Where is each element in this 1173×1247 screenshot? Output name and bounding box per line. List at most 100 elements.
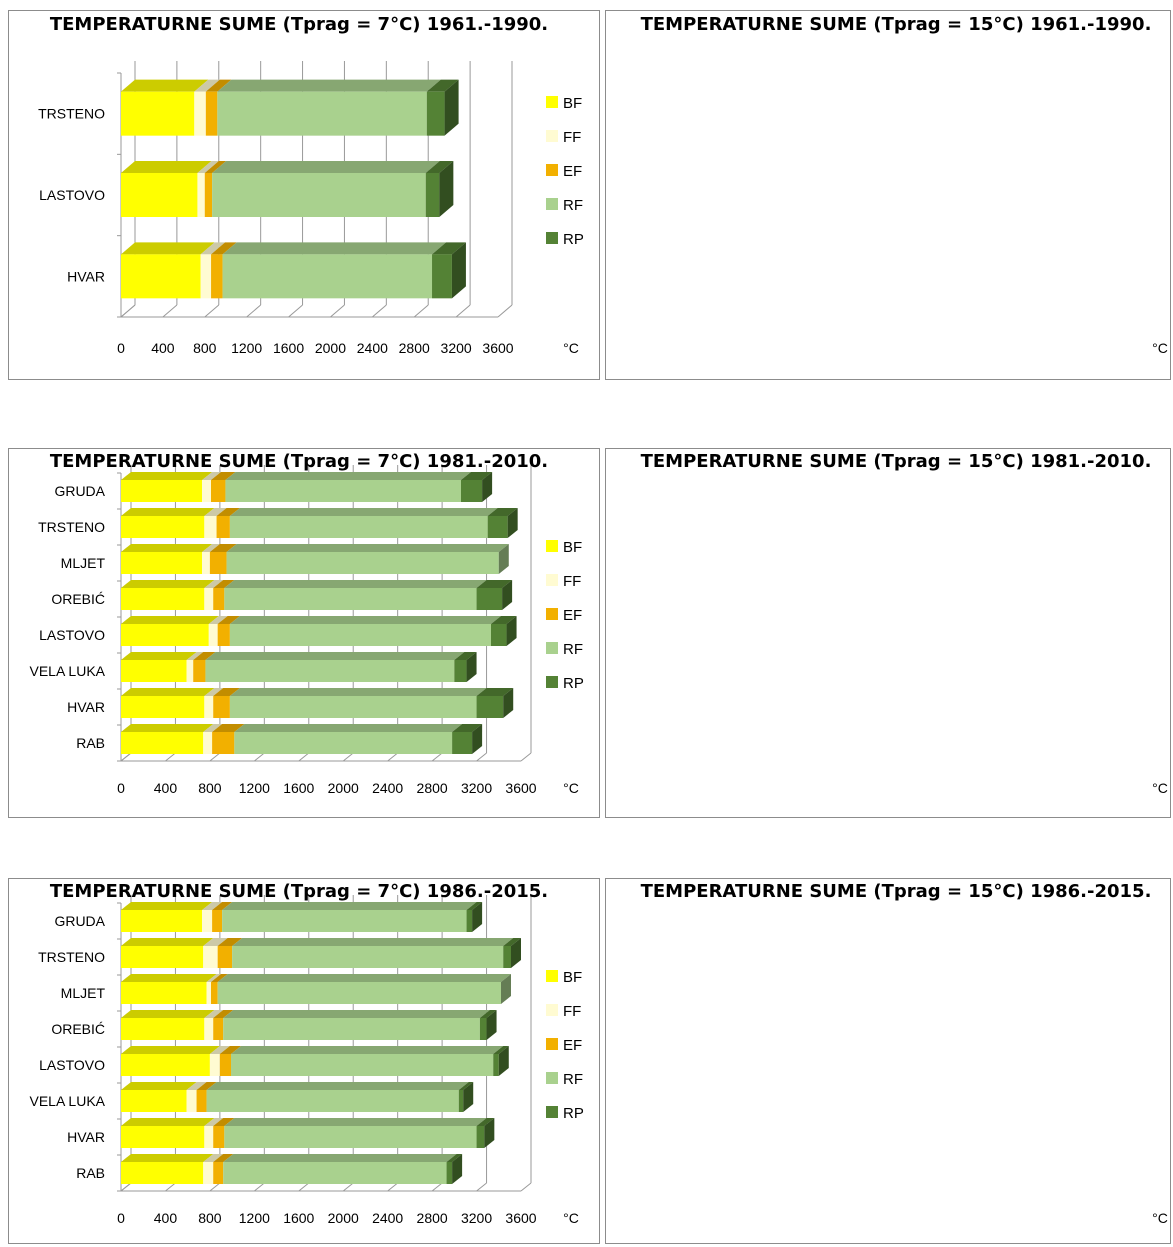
category-label: RAB — [76, 1165, 105, 1181]
bar-face — [217, 982, 501, 1004]
x-tick-label: 3200 — [441, 340, 472, 356]
bar-face — [491, 624, 507, 646]
bar-face — [203, 946, 218, 968]
bar-face — [229, 624, 491, 646]
bar-top — [204, 688, 224, 696]
bar-top — [224, 580, 487, 588]
bar-top — [208, 616, 228, 624]
floor-gridline — [120, 304, 136, 318]
legend-swatch-ff — [546, 1004, 558, 1016]
bar-side — [472, 902, 483, 932]
bar-top — [121, 1118, 215, 1126]
bar-face — [226, 552, 499, 574]
bar-top — [121, 79, 209, 92]
bar-top — [121, 242, 215, 255]
bar-side — [472, 724, 483, 754]
bar-face — [219, 1054, 231, 1076]
bar-trsteno-bf — [121, 938, 214, 968]
bar-lastovo-bf — [121, 616, 219, 646]
bar-face — [121, 946, 204, 968]
bar-mljet-rf — [226, 544, 509, 574]
bar-gruda-rf — [222, 902, 477, 932]
x-tick-label: 0 — [117, 340, 125, 356]
bar-face — [209, 552, 227, 574]
bar-hvar-rf — [229, 688, 487, 718]
bar-face — [121, 1018, 205, 1040]
bar-orebi-rf — [224, 580, 487, 610]
bar-face — [121, 1090, 187, 1112]
bar-face — [224, 588, 477, 610]
bar-side — [502, 580, 513, 610]
x-tick-label: 400 — [154, 780, 178, 796]
chart-panel-5: GRUDA TRSTENO MLJET OREBIĆ LASTOVO VELA LUKA H… — [8, 878, 600, 1244]
bar-face — [476, 588, 503, 610]
bar-face — [503, 946, 511, 968]
bar-face — [121, 91, 195, 136]
legend-label-rp: RP — [563, 675, 584, 692]
bar-face — [476, 696, 504, 718]
bar-face — [204, 173, 213, 217]
bar-top — [212, 724, 245, 732]
floor-gridline — [342, 1182, 354, 1192]
bar-rab-rf — [223, 1154, 457, 1184]
x-tick-label: 1200 — [239, 1210, 270, 1226]
bar-top — [186, 1082, 207, 1090]
legend-swatch-ff — [546, 130, 558, 142]
bar-orebi-rp — [479, 1010, 497, 1040]
bar-gruda-rf — [225, 472, 471, 502]
bar-lastovo-ef — [219, 1046, 241, 1076]
bar-face — [479, 1018, 487, 1040]
bar-top — [121, 1010, 215, 1018]
category-label: VELA LUKA — [30, 663, 106, 679]
legend-label-bf: BF — [563, 539, 582, 556]
bar-top — [476, 688, 514, 696]
bar-top — [446, 1154, 463, 1162]
floor-gridline — [455, 304, 471, 318]
bar-face — [205, 660, 455, 682]
bar-vela-luka-ff — [186, 1082, 207, 1112]
bar-top — [213, 1010, 234, 1018]
bar-face — [196, 1090, 207, 1112]
bar-top — [205, 652, 465, 660]
bar-top — [204, 1118, 224, 1126]
floor-gridline — [497, 304, 513, 318]
bar-top — [226, 544, 509, 552]
legend-label-rp: RP — [563, 231, 584, 248]
bar-face — [426, 91, 445, 136]
bar-top — [121, 580, 215, 588]
bar-face — [197, 173, 205, 217]
bar-vela-luka-rp — [454, 652, 477, 682]
category-label: GRUDA — [54, 913, 105, 929]
floor-gridline — [413, 304, 429, 318]
bar-face — [121, 516, 205, 538]
bar-mljet-bf — [121, 974, 217, 1004]
bar-face — [229, 516, 488, 538]
bar-trsteno-ef — [205, 79, 232, 136]
bar-face — [121, 173, 198, 217]
bar-face — [121, 1054, 210, 1076]
bar-face — [452, 732, 473, 754]
bar-face — [213, 588, 225, 610]
bar-face — [206, 1090, 459, 1112]
bar-trsteno-rp — [426, 79, 459, 136]
bar-top — [225, 472, 471, 480]
bar-side — [463, 1082, 474, 1112]
bar-rab-bf — [121, 724, 214, 754]
x-tick-label: 3600 — [505, 1210, 536, 1226]
bar-face — [209, 1054, 220, 1076]
bar-top — [229, 616, 501, 624]
bar-face — [121, 732, 204, 754]
bar-side — [466, 652, 477, 682]
chart-title: TEMPERATURNE SUME (Tprag = 15°C) 1961.-1… — [641, 14, 1152, 35]
bar-top — [121, 902, 213, 910]
bars — [121, 79, 466, 299]
bar-face — [216, 516, 230, 538]
bar-top — [222, 242, 447, 255]
bar-top — [229, 688, 487, 696]
bar-top — [454, 652, 477, 660]
bar-face — [458, 1090, 464, 1112]
bar-top — [196, 1082, 217, 1090]
bar-side — [484, 1118, 495, 1148]
bar-lastovo-bf — [121, 1046, 220, 1076]
bar-face — [121, 660, 187, 682]
